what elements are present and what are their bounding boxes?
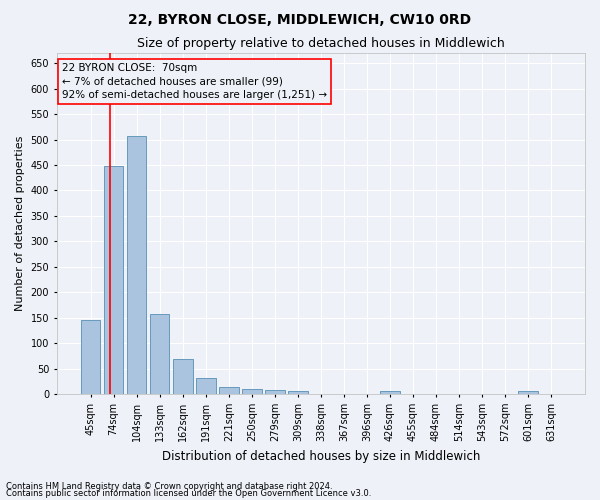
Bar: [150, 314, 169, 394]
Bar: [242, 390, 262, 394]
Bar: [81, 320, 100, 394]
Bar: [196, 378, 215, 394]
Text: Contains HM Land Registry data © Crown copyright and database right 2024.: Contains HM Land Registry data © Crown c…: [6, 482, 332, 491]
Bar: [265, 390, 284, 394]
Bar: [288, 392, 308, 394]
Title: Size of property relative to detached houses in Middlewich: Size of property relative to detached ho…: [137, 38, 505, 51]
Bar: [380, 391, 400, 394]
Text: 22, BYRON CLOSE, MIDDLEWICH, CW10 0RD: 22, BYRON CLOSE, MIDDLEWICH, CW10 0RD: [128, 12, 472, 26]
X-axis label: Distribution of detached houses by size in Middlewich: Distribution of detached houses by size …: [162, 450, 480, 462]
Bar: [127, 136, 146, 394]
Bar: [219, 388, 239, 394]
Text: Contains public sector information licensed under the Open Government Licence v3: Contains public sector information licen…: [6, 489, 371, 498]
Bar: [104, 166, 124, 394]
Text: 22 BYRON CLOSE:  70sqm
← 7% of detached houses are smaller (99)
92% of semi-deta: 22 BYRON CLOSE: 70sqm ← 7% of detached h…: [62, 64, 327, 100]
Y-axis label: Number of detached properties: Number of detached properties: [15, 136, 25, 311]
Bar: [518, 392, 538, 394]
Bar: [173, 360, 193, 394]
